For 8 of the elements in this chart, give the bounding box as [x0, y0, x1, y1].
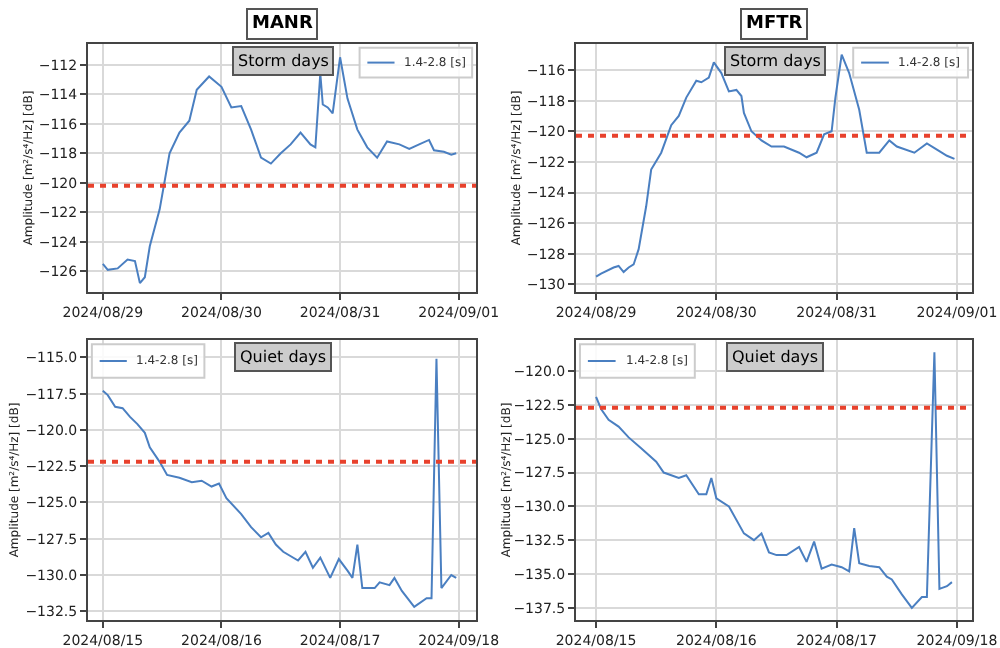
- annotation: Quiet days: [732, 348, 819, 366]
- chart-title: MANR: [252, 14, 313, 34]
- line-series: [595, 351, 953, 609]
- line-series: [595, 53, 956, 278]
- annotation: Quiet days: [240, 348, 327, 366]
- annotation: Storm days: [238, 52, 329, 70]
- chart-title: MFTR: [746, 14, 803, 34]
- annotation: Storm days: [730, 52, 821, 70]
